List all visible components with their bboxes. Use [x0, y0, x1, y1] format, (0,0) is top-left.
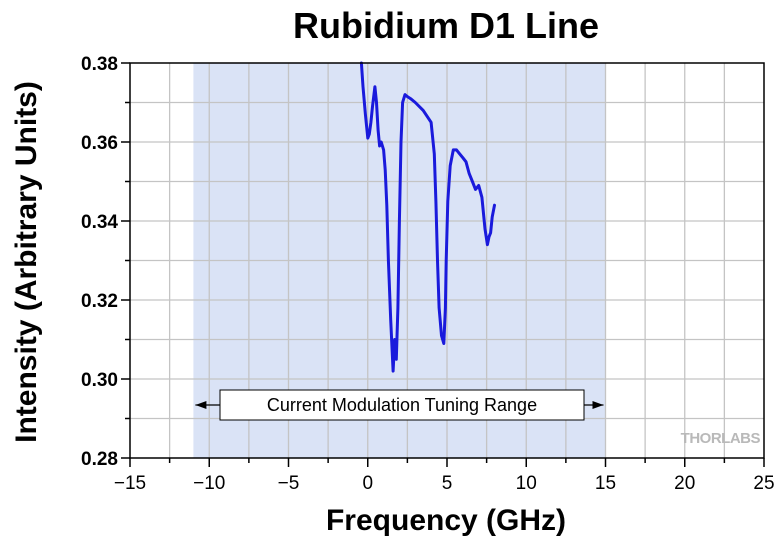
thorlabs-watermark: THORLABS [681, 430, 761, 447]
y-tick-label: 0.32 [81, 291, 118, 312]
axis-ticks [121, 62, 765, 467]
x-tick-label: −10 [193, 473, 225, 494]
tuning-range-annotation: Current Modulation Tuning Range [195, 389, 604, 421]
x-tick-label: 0 [362, 473, 373, 494]
y-axis-label: Intensity (Arbitrary Units) [10, 81, 43, 443]
x-tick-label: −5 [278, 473, 300, 494]
arrowhead-left-icon [195, 401, 207, 409]
y-tick-label: 0.38 [81, 54, 118, 75]
chart-title: Rubidium D1 Line [293, 5, 599, 46]
x-tick-label: 25 [753, 473, 774, 494]
arrowhead-right-icon [592, 401, 604, 409]
y-tick-label: 0.34 [81, 212, 118, 233]
annotation-box [219, 389, 585, 421]
plot-frame [129, 62, 765, 459]
x-tick-label: 10 [516, 473, 537, 494]
annotation-label: Current Modulation Tuning Range [267, 395, 537, 415]
y-tick-label: 0.30 [81, 370, 118, 391]
y-tick-label: 0.28 [81, 449, 118, 470]
series-lines [359, 61, 496, 373]
x-tick-label: −15 [114, 473, 146, 494]
plot-border [129, 62, 765, 459]
x-tick-label: 5 [442, 473, 453, 494]
y-tick-label: 0.36 [81, 133, 118, 154]
x-tick-label: 20 [674, 473, 695, 494]
x-tick-label: 15 [595, 473, 616, 494]
x-axis-label: Frequency (GHz) [326, 504, 566, 537]
series-line [359, 61, 496, 373]
tick-labels: −15 −10 −5 0 5 10 15 20 25 0.28 0.30 0.32 0.34 0.36 0.… [81, 54, 775, 494]
